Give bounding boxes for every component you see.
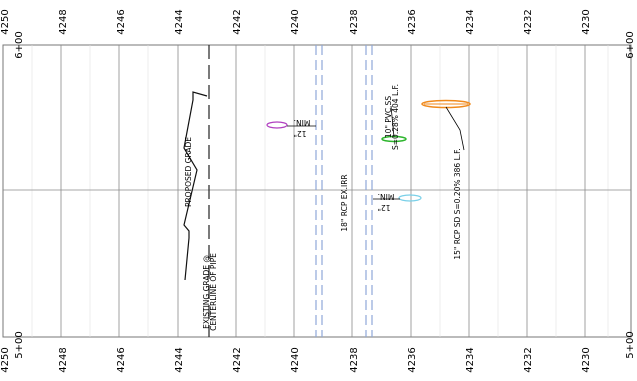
station-left-bottom: 5+00: [14, 331, 25, 358]
proposed-grade-line: [183, 91, 208, 281]
rcp-sd-label: 15" RCP SD S=0.20% 386 L.F.: [453, 148, 462, 259]
top-label: 4240: [290, 9, 301, 34]
bottom-label: 4238: [349, 347, 360, 372]
bottom-elevation-labels: 4250 4248 4246 4244 4242 4240 4238 4236 …: [0, 347, 592, 372]
bottom-label: 4240: [290, 347, 301, 372]
top-label: 4232: [523, 9, 534, 34]
upper-crossing-ellipse: [266, 121, 288, 129]
top-label: 4238: [349, 9, 360, 34]
station-left-top: 6+00: [14, 31, 25, 58]
top-label: 4244: [174, 9, 185, 34]
top-label: 4234: [465, 9, 476, 34]
top-label: 4246: [116, 9, 127, 34]
rcp-18-label: 18" RCP EX.IRR: [340, 174, 349, 231]
bottom-label: 4236: [407, 347, 418, 372]
min-label-lower-2: 12": [378, 203, 391, 212]
elevation-grid: [60, 45, 586, 337]
min-label-lower-1: MIN.: [378, 192, 395, 201]
bottom-label: 4242: [232, 347, 243, 372]
bottom-label: 4230: [581, 347, 592, 372]
dashed-pipes: [315, 45, 373, 337]
top-label: 4248: [58, 9, 69, 34]
bottom-label: 4250: [0, 347, 11, 372]
top-label: 4230: [581, 9, 592, 34]
rcp-sd-leader: [445, 106, 465, 151]
bottom-label: 4246: [116, 347, 127, 372]
minor-grid: [31, 45, 609, 337]
top-elevation-labels: 4250 4248 4246 4244 4242 4240 4238 4236 …: [0, 9, 592, 34]
existing-grade-label-1: EXISTING GRADE @: [202, 255, 211, 329]
pvc-leader: [390, 105, 395, 138]
bottom-label: 4244: [174, 347, 185, 372]
min-label-upper-2: 12": [294, 129, 307, 138]
pvc-ss-label-1: 10" PVC SS: [384, 96, 393, 138]
bottom-label: 4248: [58, 347, 69, 372]
bottom-label: 4234: [465, 347, 476, 372]
top-label: 4236: [407, 9, 418, 34]
top-label: 4242: [232, 9, 243, 34]
top-label: 4250: [0, 9, 11, 34]
drawing-frame: [2, 44, 632, 338]
station-right-top: 6+00: [625, 31, 636, 58]
existing-grade-label-2: CENTERLINE OF PIPE: [209, 253, 218, 331]
proposed-grade-label: PROPOSED GRADE: [184, 137, 193, 207]
lower-crossing-ellipse: [398, 194, 422, 202]
station-right-bottom: 5+00: [625, 331, 636, 358]
pvc-ss-label-2: S=0.28% 404 L.F.: [391, 84, 400, 150]
min-label-upper-1: MIN.: [294, 118, 311, 127]
bottom-label: 4232: [523, 347, 534, 372]
